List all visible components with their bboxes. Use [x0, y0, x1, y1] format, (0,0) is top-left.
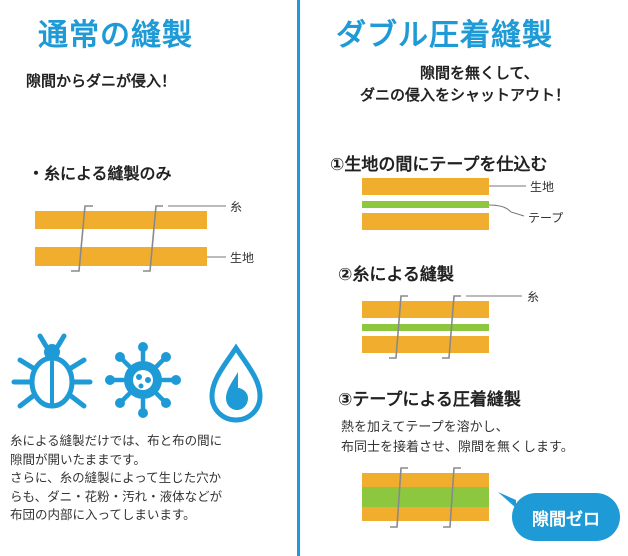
step3-fabric-top [362, 473, 489, 487]
right-subtitle-line1: 隙間を無くして、 [420, 64, 539, 82]
step3-fabric-bottom [362, 507, 489, 521]
left-title: 通常の縫製 [38, 18, 193, 53]
left-body-text: 糸による縫製だけでは、布と布の間に 隙間が開いたままです。 さらに、糸の縫製によ… [10, 432, 222, 525]
body-line: らも、ダニ・花粉・汚れ・液体などが [10, 488, 223, 504]
step1-fabric-top [362, 178, 489, 195]
stitch-step3-b [443, 467, 461, 528]
leader-tape-step1 [488, 204, 525, 217]
label-tape-step1: テープ [528, 211, 564, 225]
stitch-step2-b [442, 295, 461, 359]
step3-desc-line1: 熱を加えてテープを溶かし、 [341, 420, 509, 435]
left-subtitle: 隙間からダニが侵入！ [26, 72, 177, 90]
label-thread-left: 糸 [230, 200, 243, 214]
column-divider [297, 0, 300, 556]
label-thread-step2: 糸 [527, 290, 540, 304]
stitch-left-b [143, 205, 163, 272]
pollen-icon [105, 342, 181, 418]
body-line: さらに、糸の縫製によって生じた穴か [10, 470, 222, 485]
stitch-step2-a [389, 295, 408, 359]
step3-tape [362, 487, 489, 507]
stitch-step3-a [390, 467, 408, 528]
step2-tape [362, 324, 489, 331]
step1-tape [362, 201, 489, 208]
step1-fabric-bottom [362, 213, 489, 230]
right-title: ダブル圧着縫製 [336, 18, 553, 53]
fabric-strip-bottom [35, 247, 207, 266]
step3-heading: ③テープによる圧着縫製 [338, 390, 521, 410]
step2-fabric-top [362, 301, 489, 318]
step3-desc-line2: 布同士を接着させ、隙間を無くします。 [341, 440, 574, 455]
label-fabric-step1: 生地 [530, 180, 555, 194]
step1-heading: ①生地の間にテープを仕込む [330, 155, 548, 175]
step2-heading: ②糸による縫製 [338, 265, 454, 285]
left-bullet: ・糸による縫製のみ [28, 164, 172, 183]
body-line: 布団の内部に入ってしまいます。 [10, 507, 196, 522]
right-subtitle-line2: ダニの侵入をシャットアウト！ [360, 86, 571, 104]
label-fabric-left: 生地 [230, 251, 255, 265]
stitch-left-a [71, 205, 93, 272]
step2-fabric-bottom [362, 336, 489, 353]
bubble-text: 隙間ゼロ [532, 510, 600, 530]
zero-gap-bubble [498, 492, 620, 541]
body-line: 糸による縫製だけでは、布と布の間に [10, 433, 223, 448]
body-line: 隙間が開いたままです。 [10, 451, 146, 467]
water-drop-icon [209, 343, 263, 423]
mite-icon [11, 333, 93, 409]
fabric-strip-top [35, 211, 207, 229]
